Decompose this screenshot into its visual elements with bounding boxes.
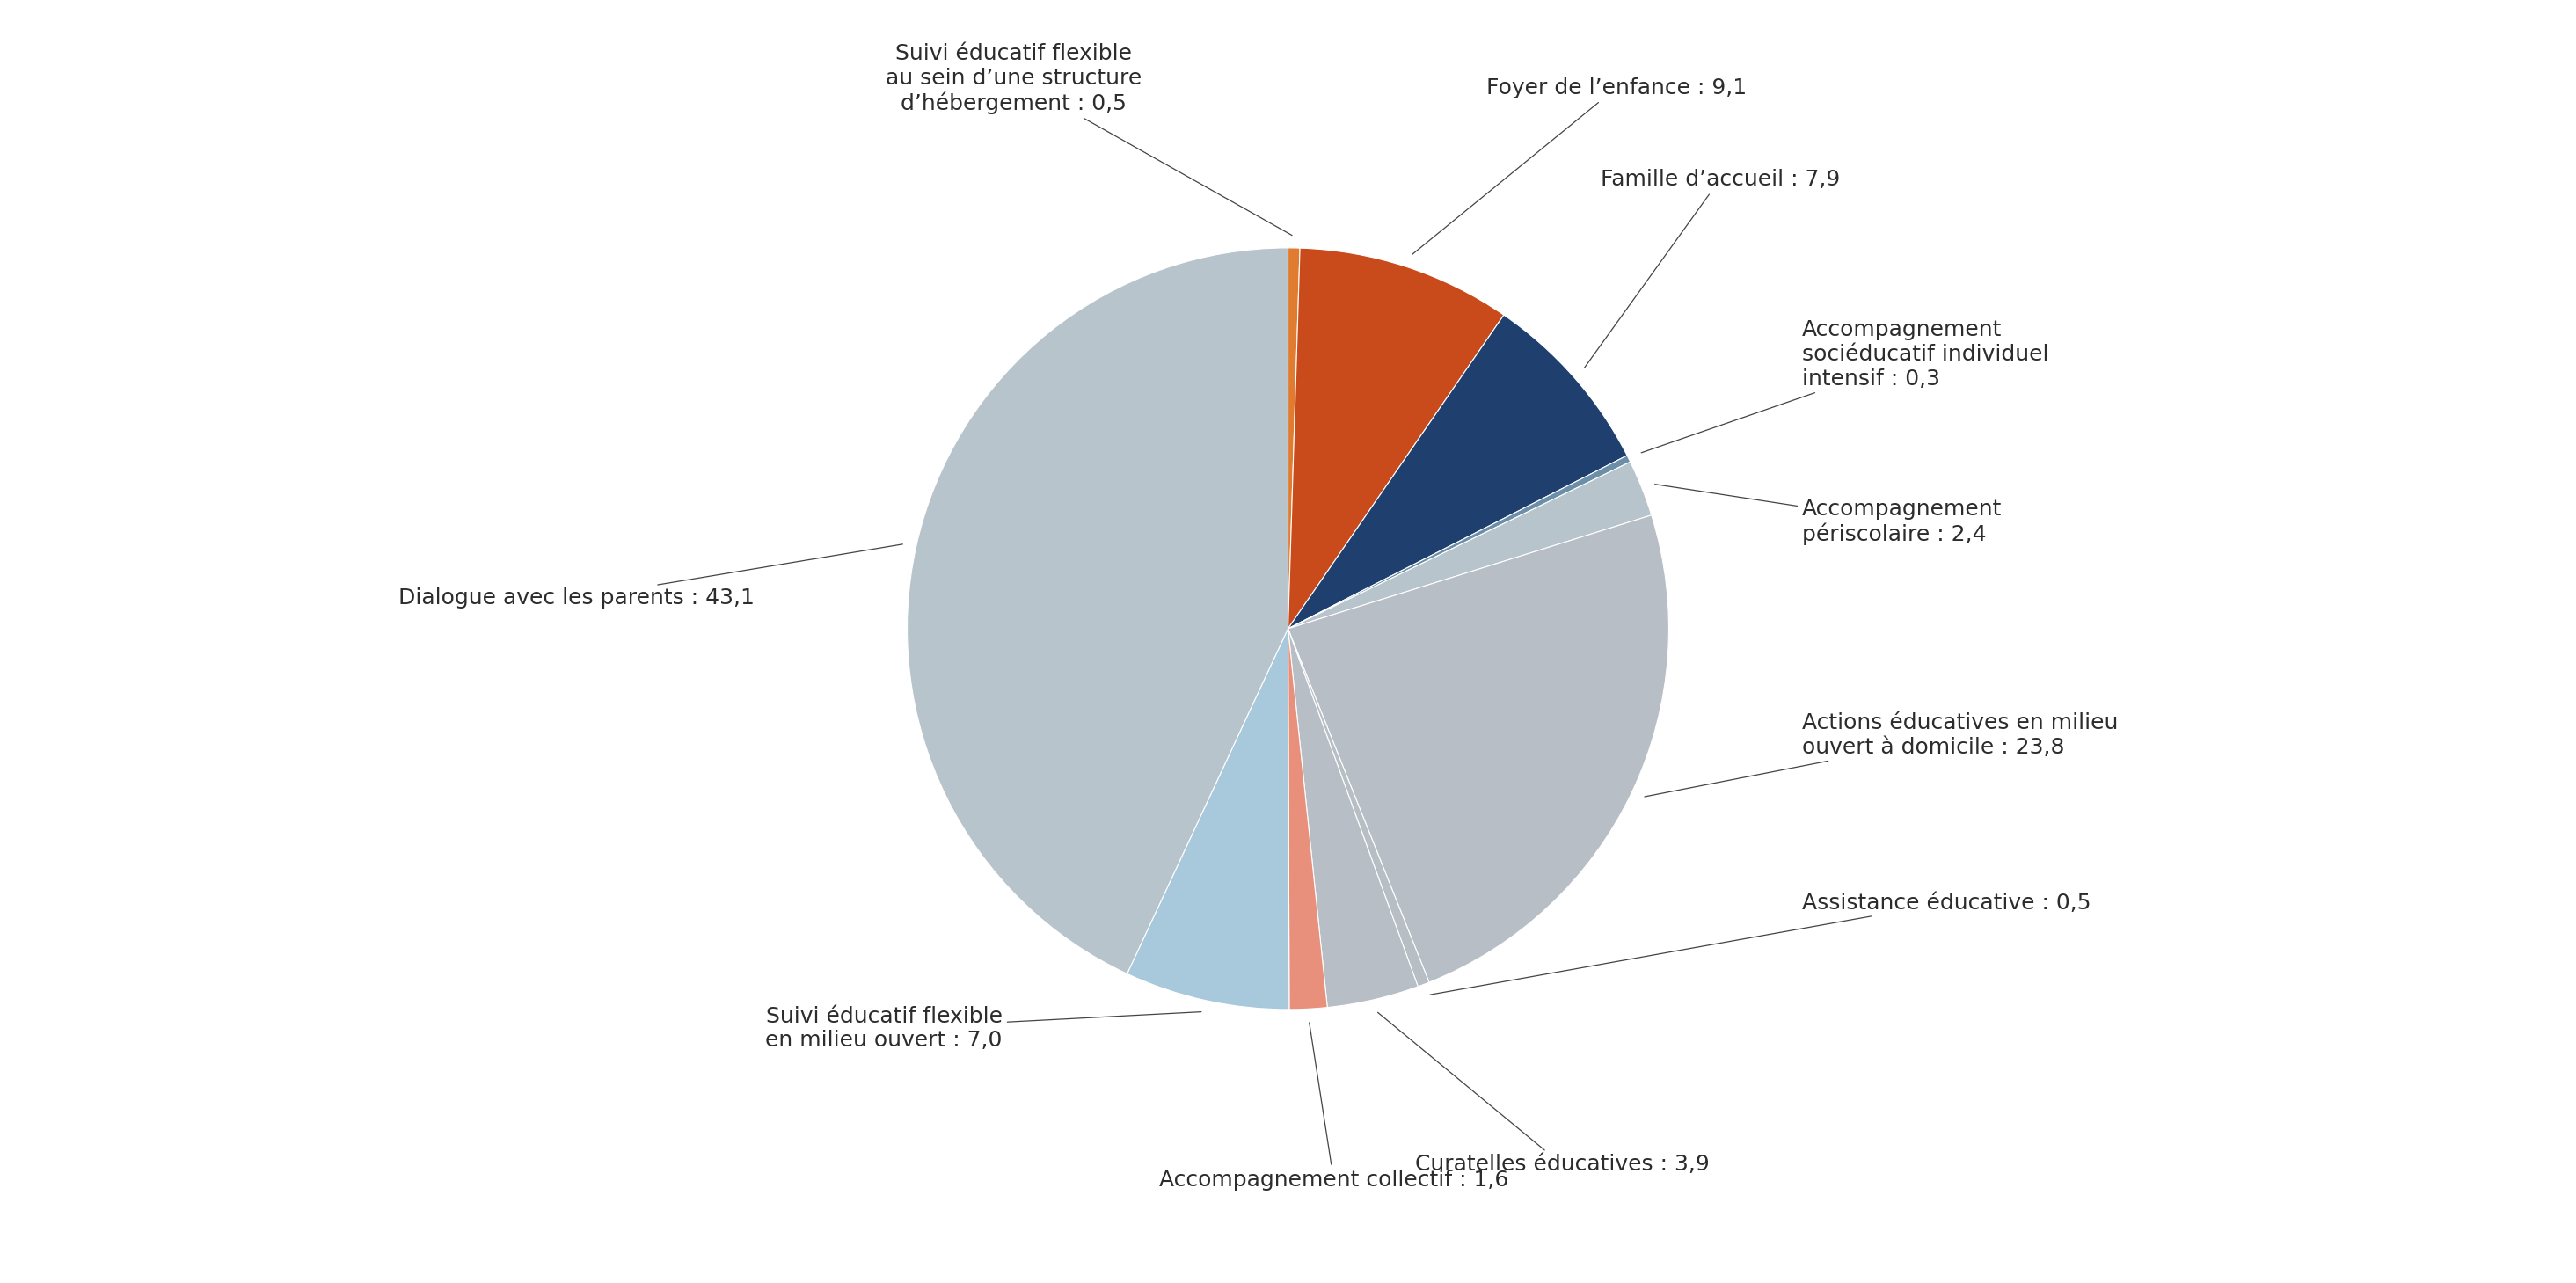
Text: Suivi éducatif flexible
en milieu ouvert : 7,0: Suivi éducatif flexible en milieu ouvert… bbox=[765, 1006, 1200, 1051]
Wedge shape bbox=[1288, 629, 1430, 987]
Text: Accompagnement collectif : 1,6: Accompagnement collectif : 1,6 bbox=[1159, 1023, 1510, 1191]
Wedge shape bbox=[1288, 462, 1651, 629]
Wedge shape bbox=[907, 248, 1288, 974]
Wedge shape bbox=[1288, 514, 1669, 983]
Text: Accompagnement
périscolaire : 2,4: Accompagnement périscolaire : 2,4 bbox=[1654, 484, 2002, 545]
Text: Famille d’accueil : 7,9: Famille d’accueil : 7,9 bbox=[1584, 169, 1839, 368]
Text: Foyer de l’enfance : 9,1: Foyer de l’enfance : 9,1 bbox=[1412, 77, 1747, 254]
Text: Actions éducatives en milieu
ouvert à domicile : 23,8: Actions éducatives en milieu ouvert à do… bbox=[1643, 712, 2117, 797]
Text: Accompagnement
sociéducatif individuel
intensif : 0,3: Accompagnement sociéducatif individuel i… bbox=[1641, 319, 2048, 453]
Text: Assistance éducative : 0,5: Assistance éducative : 0,5 bbox=[1430, 892, 2092, 994]
Text: Dialogue avec les parents : 43,1: Dialogue avec les parents : 43,1 bbox=[399, 544, 902, 608]
Wedge shape bbox=[1288, 455, 1631, 629]
Wedge shape bbox=[1288, 248, 1301, 629]
Wedge shape bbox=[1288, 629, 1417, 1007]
Wedge shape bbox=[1288, 314, 1628, 629]
Text: Curatelles éducatives : 3,9: Curatelles éducatives : 3,9 bbox=[1378, 1012, 1710, 1175]
Wedge shape bbox=[1288, 248, 1504, 629]
Wedge shape bbox=[1128, 629, 1288, 1010]
Wedge shape bbox=[1288, 629, 1327, 1010]
Text: Suivi éducatif flexible
au sein d’une structure
d’hébergement : 0,5: Suivi éducatif flexible au sein d’une st… bbox=[886, 44, 1293, 235]
